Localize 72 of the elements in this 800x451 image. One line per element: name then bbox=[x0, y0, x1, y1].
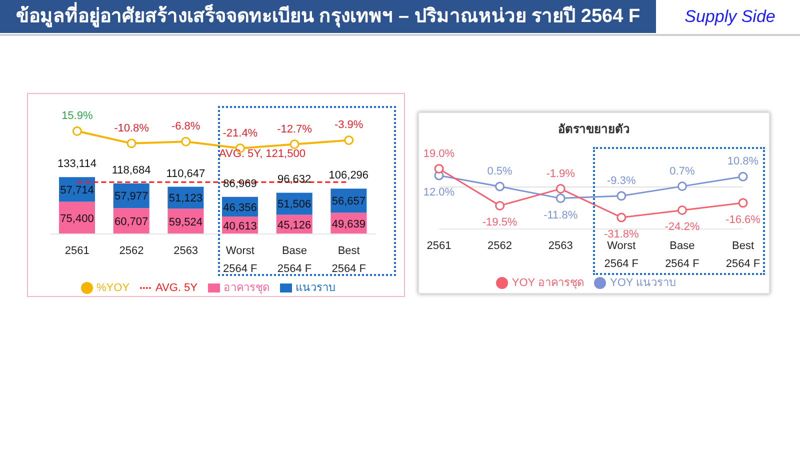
point bbox=[434, 164, 444, 174]
legend-label: YOY อาคารชุด bbox=[512, 277, 584, 289]
data-label: 10.8% bbox=[727, 156, 759, 168]
x-tick-label: 2563 bbox=[174, 245, 198, 257]
chart-title: อัตราขยายตัว bbox=[557, 121, 631, 138]
x-tick-label: Base 2564 F bbox=[277, 245, 312, 275]
data-label: -12.7% bbox=[277, 123, 312, 136]
data-label: -21.4% bbox=[222, 127, 258, 140]
data-label: 57,714 bbox=[60, 184, 94, 196]
legend-label: อาคารชุด bbox=[224, 282, 270, 294]
chart-subtitle: Supply Side bbox=[684, 6, 776, 28]
legend-label: แนวราบ bbox=[296, 282, 336, 294]
data-label: -19.5% bbox=[482, 216, 518, 229]
data-label: -11.8% bbox=[544, 209, 578, 222]
point bbox=[556, 184, 566, 194]
x-tick-label: 2561 bbox=[426, 240, 452, 252]
data-label: -6.8% bbox=[171, 120, 200, 133]
x-tick-label: 2562 bbox=[488, 240, 512, 252]
data-label: 49,639 bbox=[332, 218, 366, 230]
data-label: 40,613 bbox=[223, 220, 257, 232]
x-tick-label: 2561 bbox=[64, 245, 90, 257]
data-label: -3.9% bbox=[334, 119, 364, 132]
point bbox=[738, 198, 748, 208]
data-label: 59,524 bbox=[168, 216, 202, 228]
x-tick-label: Base 2564 F bbox=[665, 240, 700, 270]
data-label: 46,356 bbox=[223, 202, 257, 214]
x-tick-label: Best 2564 F bbox=[726, 240, 760, 270]
x-tick-label: Worst 2564 F bbox=[223, 245, 258, 275]
data-label: -1.9% bbox=[546, 168, 576, 180]
data-label: 45,126 bbox=[278, 219, 312, 232]
point bbox=[616, 191, 626, 201]
data-label: 57,977 bbox=[114, 190, 148, 203]
legend-label: YOY แนวราบ bbox=[610, 277, 676, 289]
data-label: 15.9% bbox=[62, 110, 93, 122]
data-label: 0.5% bbox=[487, 166, 513, 178]
point bbox=[616, 212, 626, 222]
point bbox=[72, 126, 82, 136]
annotation: AVG. 5Y, 121,500 bbox=[219, 148, 306, 160]
point bbox=[126, 138, 136, 148]
legend-label: %YOY bbox=[96, 282, 130, 294]
data-label: -31.8% bbox=[604, 228, 640, 240]
point bbox=[556, 194, 566, 204]
point bbox=[495, 182, 505, 192]
data-label: 19.0% bbox=[423, 148, 455, 160]
data-label: 0.7% bbox=[670, 165, 695, 178]
x-tick-label: Best 2564 F bbox=[332, 245, 366, 275]
data-label: 51,123 bbox=[168, 192, 202, 205]
legend-label: AVG. 5Y bbox=[156, 282, 198, 294]
point bbox=[344, 135, 354, 145]
data-label: -24.2% bbox=[664, 221, 700, 234]
chart-title: ข้อมูลที่อยู่อาศัยสร้างเสร็จจดทะเบียน กรุงเทพฯ – ปริมาณหน่วย รายปี 2564 F bbox=[0, 0, 656, 33]
point bbox=[181, 136, 191, 146]
point bbox=[677, 182, 687, 192]
x-tick-label: Worst 2564 F bbox=[604, 240, 639, 270]
x-tick-label: 2562 bbox=[119, 245, 144, 257]
total-label: 118,684 bbox=[112, 164, 151, 176]
data-label: 12.0% bbox=[423, 186, 455, 198]
data-label: 60,707 bbox=[114, 216, 148, 228]
total-label: 133,114 bbox=[58, 158, 96, 170]
total-label: 106,296 bbox=[328, 170, 369, 182]
data-label: -10.8% bbox=[114, 122, 150, 134]
point bbox=[677, 205, 687, 215]
data-label: 75,400 bbox=[60, 212, 94, 225]
x-tick-label: 2563 bbox=[548, 240, 573, 252]
data-label: -9.3% bbox=[607, 174, 636, 187]
point bbox=[495, 200, 505, 210]
data-label: 56,657 bbox=[332, 196, 366, 208]
point bbox=[738, 172, 748, 182]
total-label: 110,647 bbox=[166, 168, 206, 180]
data-label: 51,506 bbox=[278, 198, 312, 211]
point bbox=[290, 140, 300, 150]
data-label: -16.6% bbox=[726, 214, 761, 226]
